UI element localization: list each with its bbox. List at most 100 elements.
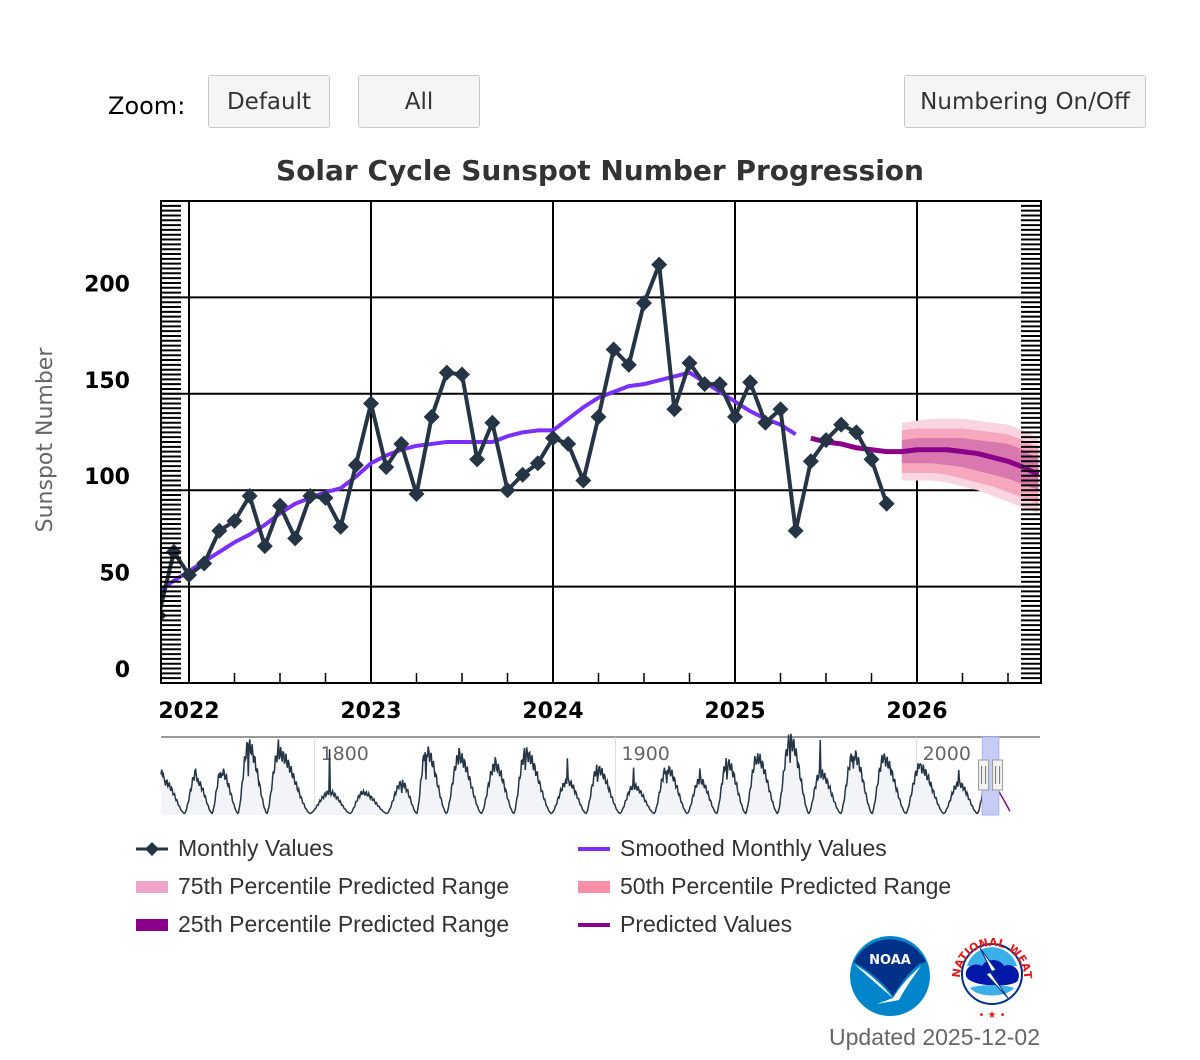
predicted-line: [810, 435, 1040, 478]
navigator-tick-label: 1900: [622, 743, 670, 765]
monthly-point: [605, 341, 622, 358]
monthly-point: [393, 435, 410, 452]
monthly-point: [818, 432, 834, 449]
monthly-point: [560, 435, 577, 452]
diamond-line-icon: [136, 841, 168, 856]
monthly-point: [332, 518, 349, 535]
svg-text:• ★ •: • ★ •: [978, 1010, 1005, 1021]
legend-label: 25th Percentile Predicted Range: [178, 911, 510, 937]
monthly-point: [499, 482, 516, 499]
monthly-point: [545, 430, 561, 447]
legend-label: 50th Percentile Predicted Range: [620, 873, 952, 899]
legend-monthly[interactable]: Monthly Values: [136, 835, 334, 862]
monthly-point: [514, 466, 531, 483]
monthly-point: [438, 364, 455, 381]
line-swatch-icon: [578, 846, 610, 851]
x-tick-label: 2025: [704, 699, 765, 724]
monthly-point: [802, 453, 819, 470]
x-tick-label: 2024: [522, 699, 583, 724]
monthly-point: [211, 522, 228, 539]
monthly-point: [878, 495, 895, 512]
axes: 0 50 100 150 200 2022 2023 2024 2025 2026: [84, 200, 1042, 724]
y-tick-label: 150: [84, 369, 130, 394]
nws-logo: NATIONAL WEATHER SERVICE • ★ •: [950, 926, 1034, 1021]
legend-p75[interactable]: 75th Percentile Predicted Range: [136, 873, 509, 900]
monthly-markers: [161, 256, 895, 622]
monthly-point: [863, 451, 880, 468]
numbering-toggle-button[interactable]: Numbering On/Off: [904, 75, 1146, 128]
updated-timestamp: Updated 2025-12-02: [829, 1024, 1040, 1050]
y-tick-label: 50: [99, 562, 130, 587]
y-tick-label: 200: [84, 272, 130, 297]
legend-smoothed[interactable]: Smoothed Monthly Values: [578, 835, 887, 862]
monthly-point: [529, 455, 546, 472]
area-swatch-icon: [136, 880, 168, 893]
zoom-default-button[interactable]: Default: [208, 75, 330, 128]
x-tick-label: 2026: [886, 699, 947, 724]
navigator-area: [161, 733, 995, 815]
monthly-point: [302, 487, 319, 504]
area-swatch-icon: [136, 918, 168, 931]
monthly-point: [287, 530, 304, 547]
noaa-logo: NOAA: [850, 936, 930, 1016]
monthly-point: [454, 366, 470, 383]
navigator-line: [160, 733, 995, 815]
monthly-point: [742, 374, 759, 391]
monthly-point: [696, 376, 713, 393]
monthly-point: [378, 459, 395, 476]
y-tick-label: 0: [115, 658, 130, 683]
x-tick-label: 2023: [340, 699, 401, 724]
navigator-tick-label: 2000: [923, 743, 971, 765]
legend-predicted[interactable]: Predicted Values: [578, 911, 792, 938]
monthly-point: [681, 354, 698, 371]
navigator-handle-right[interactable]: [992, 759, 1004, 791]
monthly-point: [711, 376, 728, 393]
legend-label: Monthly Values: [178, 835, 334, 861]
monthly-point: [423, 408, 440, 425]
monthly-point: [787, 522, 804, 539]
area-swatch-icon: [578, 880, 610, 893]
monthly-point: [408, 486, 425, 503]
monthly-point: [666, 401, 683, 418]
plot-border: [160, 200, 1042, 684]
monthly-point: [772, 401, 789, 418]
y-axis-title: Sunspot Number: [33, 347, 58, 533]
monthly-point: [833, 416, 850, 433]
monthly-point: [848, 424, 865, 441]
smoothed-line: [161, 370, 797, 592]
monthly-point: [757, 414, 774, 431]
monthly-point: [484, 414, 501, 431]
monthly-point: [272, 497, 288, 514]
line-swatch-icon: [578, 922, 610, 927]
legend-label: Smoothed Monthly Values: [620, 835, 887, 861]
monthly-point: [256, 538, 273, 555]
svg-text:NOAA: NOAA: [869, 953, 911, 968]
monthly-point: [196, 555, 213, 572]
monthly-point: [317, 489, 334, 506]
zoom-all-button[interactable]: All: [358, 75, 480, 128]
y-tick-label: 100: [84, 465, 130, 490]
legend-p25[interactable]: 25th Percentile Predicted Range: [136, 911, 509, 938]
legend-p50[interactable]: 50th Percentile Predicted Range: [578, 873, 951, 900]
x-tick-label: 2022: [158, 699, 219, 724]
zoom-label: Zoom:: [108, 92, 186, 120]
legend-label: Predicted Values: [620, 911, 793, 937]
monthly-point: [727, 408, 743, 425]
monthly-point: [590, 408, 607, 425]
navigator-tick-label: 1800: [321, 743, 369, 765]
monthly-point: [181, 567, 197, 584]
monthly-point: [636, 295, 652, 312]
monthly-point: [363, 395, 379, 412]
monthly-line: [161, 262, 889, 615]
monthly-point: [469, 451, 486, 468]
monthly-point: [226, 513, 243, 530]
monthly-point: [620, 356, 637, 373]
navigator[interactable]: 1800 1900 2000: [160, 733, 1040, 816]
monthly-point: [651, 256, 668, 273]
monthly-point: [241, 487, 258, 504]
legend-label: 75th Percentile Predicted Range: [178, 873, 510, 899]
navigator-handle-left[interactable]: [978, 759, 990, 791]
monthly-point: [347, 457, 364, 474]
chart-title: Solar Cycle Sunspot Number Progression: [276, 154, 924, 187]
